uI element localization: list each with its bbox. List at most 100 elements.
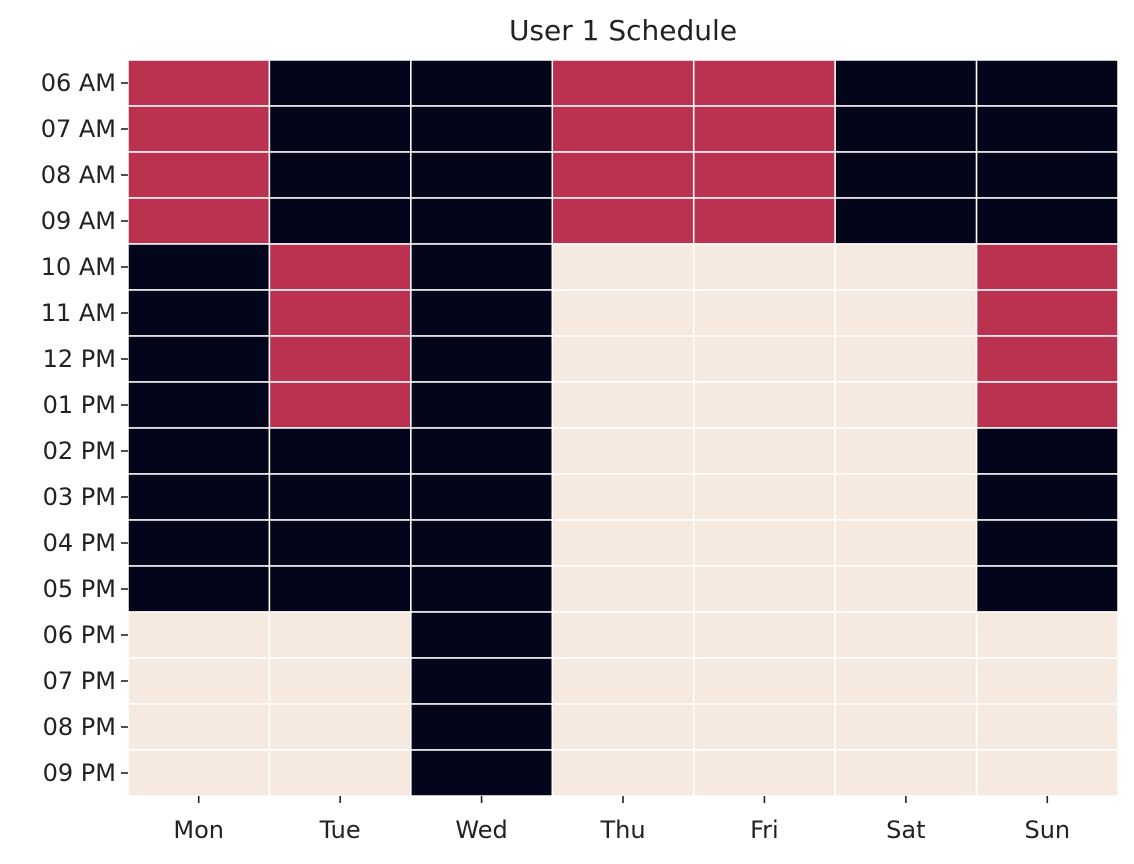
- y-tick-label: 02 PM: [43, 437, 116, 465]
- heatmap-cell-sat-09pm: [834, 749, 978, 797]
- heatmap-cell-sun-02pm: [975, 427, 1119, 475]
- heatmap-cell-tue-10am: [268, 243, 412, 291]
- y-tick-label: 10 AM: [41, 253, 116, 281]
- heatmap-cell-mon-05pm: [127, 565, 271, 613]
- heatmap-cell-wed-10am: [410, 243, 554, 291]
- heatmap-cell-wed-04pm: [410, 519, 554, 567]
- heatmap-cells: [127, 59, 1119, 797]
- y-tick-label: 06 AM: [41, 69, 116, 97]
- heatmap-cell-tue-05pm: [268, 565, 412, 613]
- y-tick-label: 11 AM: [41, 299, 116, 327]
- x-tick-label: Sun: [1024, 816, 1070, 844]
- heatmap-cell-tue-02pm: [268, 427, 412, 475]
- heatmap-cell-sat-09am: [834, 197, 978, 245]
- heatmap-cell-sun-05pm: [975, 565, 1119, 613]
- heatmap-cell-sun-07am: [975, 105, 1119, 153]
- heatmap-cell-tue-07am: [268, 105, 412, 153]
- heatmap-cell-sat-04pm: [834, 519, 978, 567]
- heatmap-cell-wed-09am: [410, 197, 554, 245]
- x-tick-label: Sat: [886, 816, 925, 844]
- x-tick-label: Mon: [173, 816, 224, 844]
- heatmap-cell-sat-03pm: [834, 473, 978, 521]
- heatmap-cell-thu-01pm: [551, 381, 695, 429]
- heatmap-cell-mon-06pm: [127, 611, 271, 659]
- heatmap-cell-tue-03pm: [268, 473, 412, 521]
- heatmap-cell-sat-12pm: [834, 335, 978, 383]
- y-tick-label: 06 PM: [43, 621, 116, 649]
- heatmap-cell-sat-07am: [834, 105, 978, 153]
- heatmap-cell-thu-07pm: [551, 657, 695, 705]
- heatmap-cell-fri-05pm: [692, 565, 836, 613]
- heatmap-cell-mon-08am: [127, 151, 271, 199]
- heatmap-cell-sat-07pm: [834, 657, 978, 705]
- heatmap-cell-mon-02pm: [127, 427, 271, 475]
- heatmap-cell-sat-06am: [834, 59, 978, 107]
- heatmap-cell-fri-08pm: [692, 703, 836, 751]
- heatmap-cell-thu-07am: [551, 105, 695, 153]
- heatmap-cell-wed-09pm: [410, 749, 554, 797]
- heatmap-cell-fri-09pm: [692, 749, 836, 797]
- x-tick-label: Wed: [455, 816, 507, 844]
- heatmap-cell-wed-07pm: [410, 657, 554, 705]
- heatmap-cell-thu-09pm: [551, 749, 695, 797]
- heatmap-cell-fri-09am: [692, 197, 836, 245]
- x-tick-label: Thu: [599, 816, 645, 844]
- heatmap-cell-thu-02pm: [551, 427, 695, 475]
- heatmap-cell-thu-08am: [551, 151, 695, 199]
- x-tick-label: Tue: [319, 816, 361, 844]
- heatmap-cell-mon-01pm: [127, 381, 271, 429]
- heatmap-cell-fri-07am: [692, 105, 836, 153]
- heatmap-cell-fri-02pm: [692, 427, 836, 475]
- heatmap-cell-sun-10am: [975, 243, 1119, 291]
- y-tick-label: 07 PM: [43, 667, 116, 695]
- heatmap-cell-thu-06pm: [551, 611, 695, 659]
- heatmap-cell-thu-04pm: [551, 519, 695, 567]
- heatmap-cell-tue-08pm: [268, 703, 412, 751]
- heatmap-cell-fri-06pm: [692, 611, 836, 659]
- heatmap-cell-sun-08pm: [975, 703, 1119, 751]
- heatmap-cell-wed-08pm: [410, 703, 554, 751]
- heatmap-cell-sun-09am: [975, 197, 1119, 245]
- y-tick-label: 04 PM: [43, 529, 116, 557]
- heatmap-cell-mon-10am: [127, 243, 271, 291]
- heatmap-cell-sat-05pm: [834, 565, 978, 613]
- heatmap-cell-wed-06am: [410, 59, 554, 107]
- heatmap-cell-sat-01pm: [834, 381, 978, 429]
- heatmap-cell-sat-02pm: [834, 427, 978, 475]
- heatmap-cell-tue-06pm: [268, 611, 412, 659]
- heatmap-cell-mon-09am: [127, 197, 271, 245]
- heatmap-cell-wed-11am: [410, 289, 554, 337]
- heatmap-cell-sun-06pm: [975, 611, 1119, 659]
- y-axis: 06 AM 07 AM 08 AM 09 AM 10 AM 11 AM 12 PM 01 PM…: [41, 69, 128, 787]
- heatmap-cell-sat-08am: [834, 151, 978, 199]
- y-tick-label: 01 PM: [43, 391, 116, 419]
- heatmap-cell-tue-06am: [268, 59, 412, 107]
- heatmap-cell-sun-09pm: [975, 749, 1119, 797]
- y-tick-label: 08 PM: [43, 713, 116, 741]
- heatmap-cell-thu-06am: [551, 59, 695, 107]
- chart-title: User 1 Schedule: [509, 14, 737, 47]
- heatmap-cell-mon-07am: [127, 105, 271, 153]
- heatmap-cell-mon-07pm: [127, 657, 271, 705]
- heatmap-cell-mon-03pm: [127, 473, 271, 521]
- heatmap-cell-sun-11am: [975, 289, 1119, 337]
- y-tick-label: 09 AM: [41, 207, 116, 235]
- heatmap-cell-fri-06am: [692, 59, 836, 107]
- y-tick-label: 05 PM: [43, 575, 116, 603]
- heatmap-cell-sun-04pm: [975, 519, 1119, 567]
- heatmap-cell-thu-10am: [551, 243, 695, 291]
- heatmap-cell-fri-12pm: [692, 335, 836, 383]
- heatmap-cell-tue-07pm: [268, 657, 412, 705]
- heatmap-cell-mon-11am: [127, 289, 271, 337]
- heatmap-cell-tue-09am: [268, 197, 412, 245]
- x-tick-label: Fri: [750, 816, 779, 844]
- heatmap-cell-tue-04pm: [268, 519, 412, 567]
- y-tick-label: 12 PM: [43, 345, 116, 373]
- heatmap-cell-thu-05pm: [551, 565, 695, 613]
- heatmap-cell-sun-01pm: [975, 381, 1119, 429]
- heatmap-cell-mon-08pm: [127, 703, 271, 751]
- heatmap-cell-tue-08am: [268, 151, 412, 199]
- y-tick-label: 08 AM: [41, 161, 116, 189]
- heatmap-cell-wed-08am: [410, 151, 554, 199]
